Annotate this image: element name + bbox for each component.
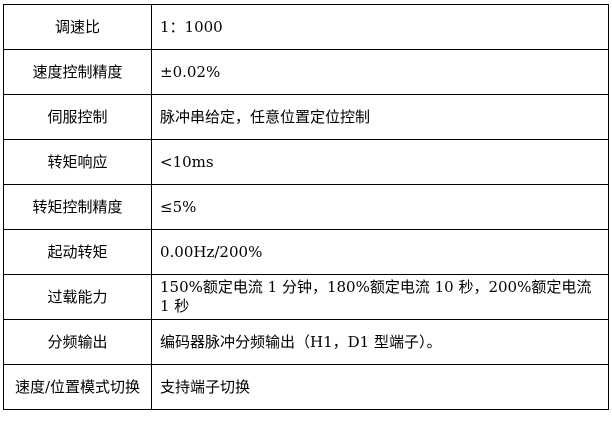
param-value: 脉冲串给定，任意位置定位控制	[151, 94, 609, 140]
param-name: 转矩控制精度	[3, 184, 152, 230]
param-value: 1：1000	[151, 4, 609, 50]
param-value: ≤5%	[151, 184, 609, 230]
param-value: 支持端子切换	[151, 364, 609, 410]
param-value: 编码器脉冲分频输出（H1，D1 型端子）。	[151, 319, 609, 365]
table-row: 速度控制精度 ±0.02%	[3, 49, 609, 95]
param-name: 伺服控制	[3, 94, 152, 140]
param-value: ±0.02%	[151, 49, 609, 95]
param-name: 分频输出	[3, 319, 152, 365]
table-row: 转矩响应 <10ms	[3, 139, 609, 185]
table-row: 分频输出 编码器脉冲分频输出（H1，D1 型端子）。	[3, 319, 609, 365]
table-row: 调速比 1：1000	[3, 4, 609, 50]
param-name: 过载能力	[3, 274, 152, 320]
table-row: 伺服控制 脉冲串给定，任意位置定位控制	[3, 94, 609, 140]
table-row: 速度/位置模式切换 支持端子切换	[3, 364, 609, 410]
param-value: 0.00Hz/200%	[151, 229, 609, 275]
param-name: 转矩响应	[3, 139, 152, 185]
spec-table: 调速比 1：1000 速度控制精度 ±0.02% 伺服控制 脉冲串给定，任意位置定位控制转…	[3, 4, 609, 410]
table-body: 调速比 1：1000 速度控制精度 ±0.02% 伺服控制 脉冲串给定，任意位置定位控制转…	[3, 4, 609, 410]
param-name: 速度/位置模式切换	[3, 364, 152, 410]
table-row: 过载能力 150%额定电流 1 分钟，180%额定电流 10 秒，200%额定电流…	[3, 274, 609, 320]
param-value: 150%额定电流 1 分钟，180%额定电流 10 秒，200%额定电流 1 秒	[151, 274, 609, 320]
param-name: 起动转矩	[3, 229, 152, 275]
table-row: 转矩控制精度 ≤5%	[3, 184, 609, 230]
table-row: 起动转矩 0.00Hz/200%	[3, 229, 609, 275]
param-name: 速度控制精度	[3, 49, 152, 95]
param-name: 调速比	[3, 4, 152, 50]
param-value: <10ms	[151, 139, 609, 185]
